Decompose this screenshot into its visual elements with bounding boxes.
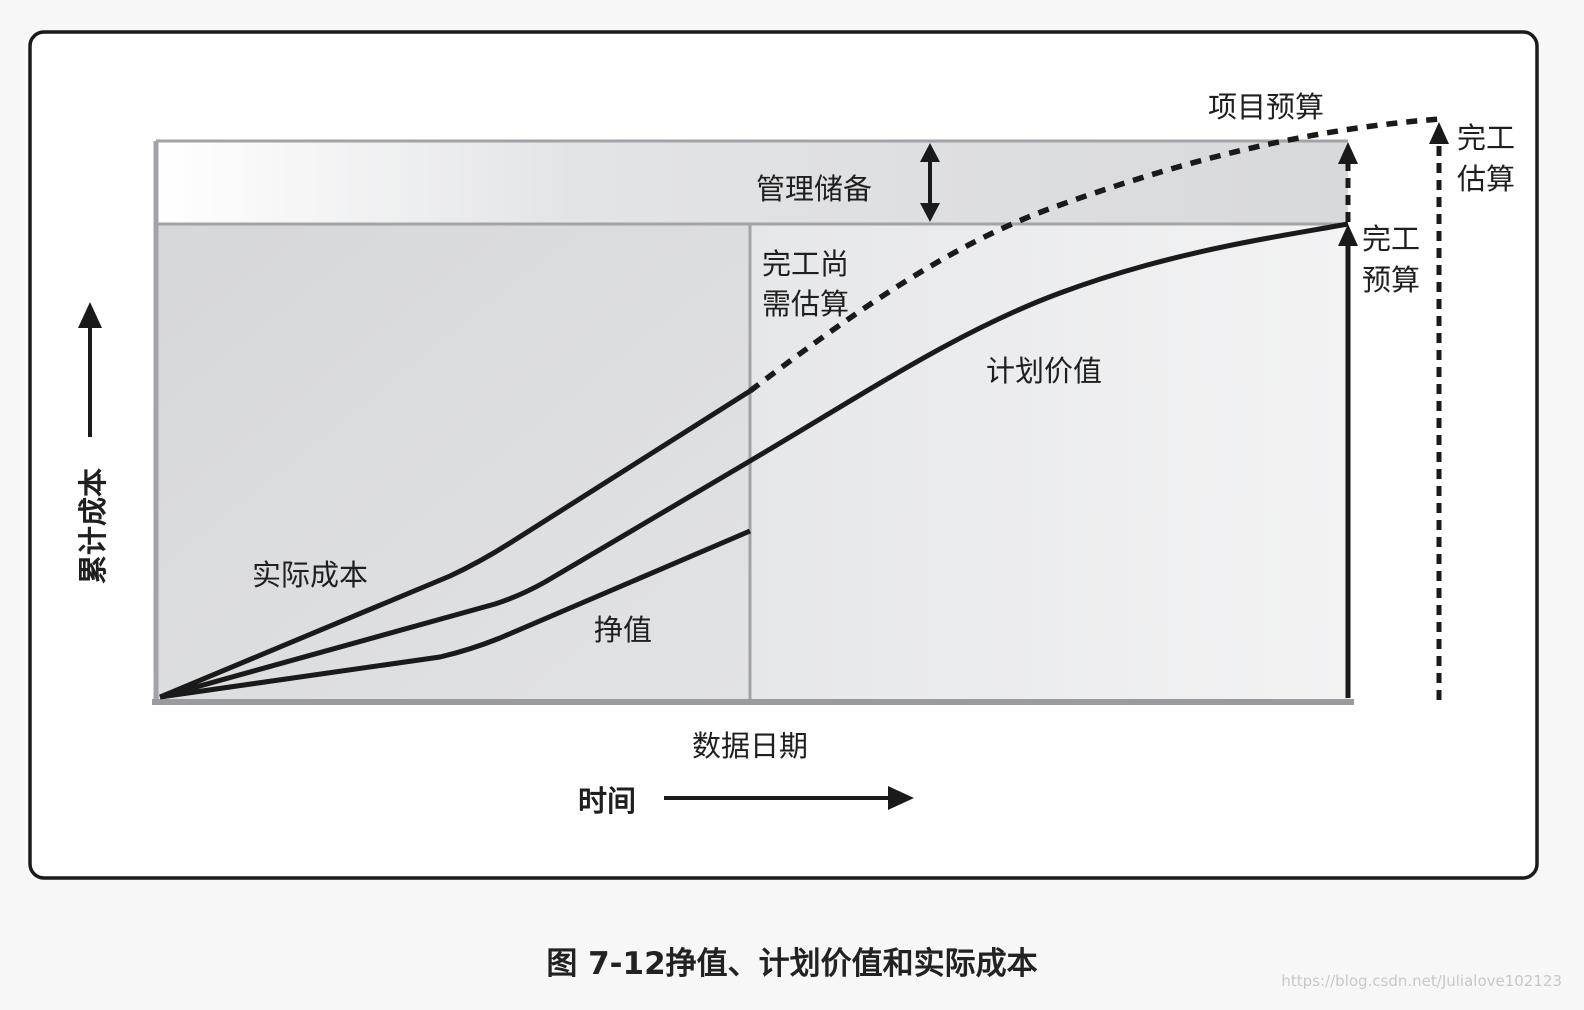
eac-label-line2: 估算	[1457, 162, 1515, 196]
actual-cost-curve	[159, 388, 752, 700]
forecast-curve	[748, 116, 1441, 394]
management-reserve-label: 管理储备	[756, 172, 872, 206]
management-reserve-arrow	[920, 143, 940, 222]
project-budget-label: 项目预算	[1208, 90, 1324, 124]
cost-axis-label: 累计成本	[76, 468, 110, 584]
remaining-area	[750, 224, 1348, 700]
cost-axis-arrow	[78, 302, 102, 437]
watermark: https://blog.csdn.net/Julialove102123	[1281, 972, 1562, 990]
data-date-label: 数据日期	[692, 729, 808, 763]
eac-arrow	[1429, 122, 1449, 700]
earned-value-label: 挣值	[594, 613, 652, 647]
planned-value-curve	[159, 221, 1349, 700]
bac-label-line1: 完工	[1362, 222, 1420, 256]
project-budget-arrow	[1338, 142, 1358, 222]
earned-value-curve	[159, 528, 751, 700]
time-axis-label: 时间	[578, 784, 636, 818]
actual-cost-label: 实际成本	[252, 558, 368, 592]
etc-label-line2: 需估算	[762, 287, 849, 321]
bac-arrow	[1338, 224, 1358, 698]
elapsed-area	[156, 224, 750, 700]
time-axis-arrow	[664, 786, 914, 810]
management-reserve-band	[156, 141, 1348, 224]
bac-label-line2: 预算	[1362, 263, 1420, 297]
figure-caption: 图 7-12挣值、计划价值和实际成本	[546, 946, 1038, 982]
eac-label-line1: 完工	[1457, 121, 1515, 155]
etc-label-line1: 完工尚	[762, 247, 849, 281]
planned-value-label: 计划价值	[986, 354, 1102, 388]
